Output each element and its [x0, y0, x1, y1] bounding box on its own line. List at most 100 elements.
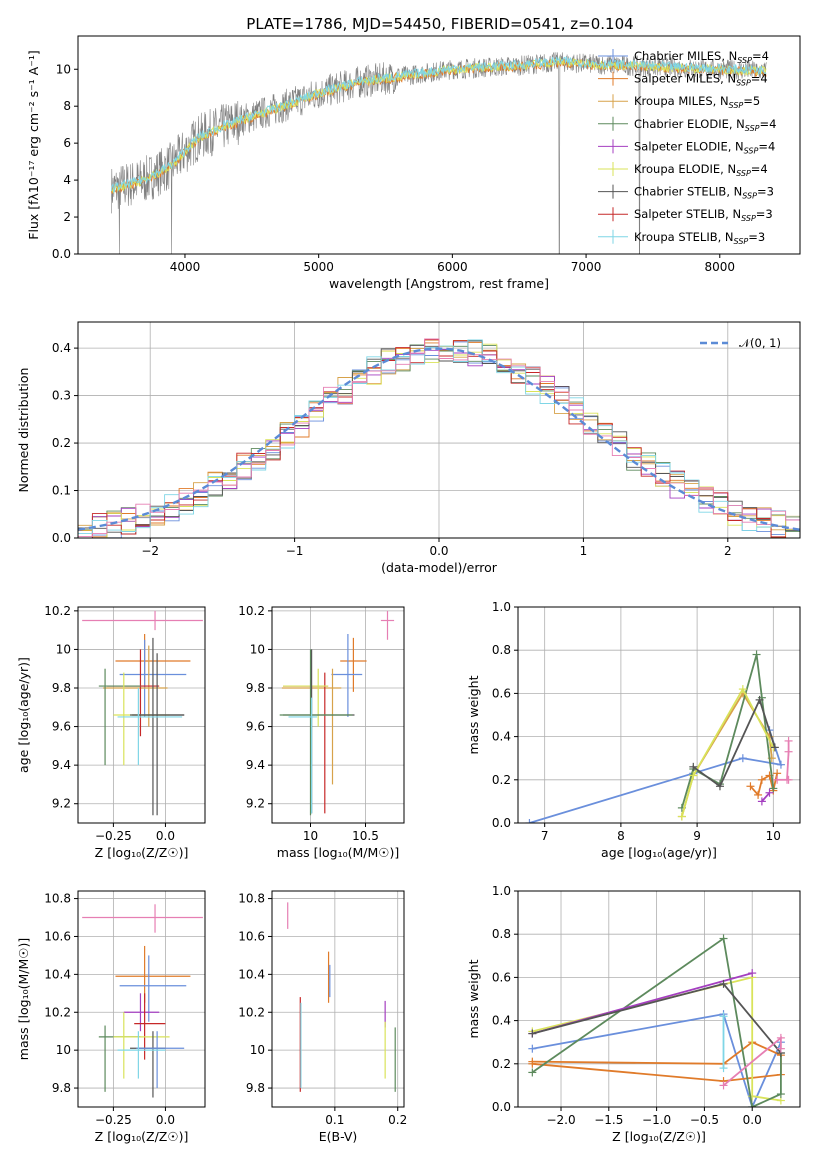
x-tick-label: 0.0	[429, 544, 448, 558]
y-tick-label: 2	[63, 210, 71, 224]
y-axis-label: Normed distribution	[16, 368, 31, 493]
y-tick-label: 9.6	[52, 720, 71, 734]
x-tick-label: 10	[766, 829, 781, 843]
legend-label-main: Salpeter MILES, N	[634, 72, 736, 86]
legend-label-sub: SSP	[745, 124, 760, 133]
x-tick-label: −1	[286, 544, 304, 558]
series-line	[529, 729, 783, 823]
y-tick-label: 0.4	[52, 341, 71, 355]
y-tick-label: 0.2	[492, 1057, 511, 1071]
legend-label-sub: SSP	[736, 79, 751, 88]
x-tick-label: 5000	[303, 260, 334, 274]
y-tick-label: 1.0	[492, 600, 511, 614]
legend-label: Kroupa MILES, NSSP=5	[634, 94, 760, 110]
series-line	[761, 792, 771, 802]
axes-frame	[77, 35, 801, 255]
y-tick-label: 10.4	[238, 967, 265, 981]
panel-residuals: −2 −1 0.0 1 2 0.0 0.1 0.2 0.3 0.4 (data-model)/err…	[16, 321, 801, 575]
series-line	[532, 1013, 782, 1107]
x-tick-label: 10	[303, 829, 318, 843]
y-tick-label: 10	[56, 62, 71, 76]
plot-area	[82, 610, 203, 816]
figure-title: PLATE=1786, MJD=54450, FIBERID=0541, z=0…	[246, 15, 633, 33]
x-axis-label: E(B-V)	[319, 1129, 358, 1144]
legend-label-main: Kroupa STELIB, N	[634, 230, 734, 244]
y-tick-label: 0.4	[492, 1014, 511, 1028]
y-tick-label: 10.4	[44, 967, 71, 981]
legend-label: Salpeter ELODIE, NSSP=4	[634, 139, 775, 155]
y-tick-label: 0.2	[492, 773, 511, 787]
y-tick-label: 0.1	[52, 484, 71, 498]
y-tick-label: 9.4	[246, 758, 265, 772]
x-tick-label: 0.2	[388, 1113, 407, 1127]
y-tick-label: 0.0	[52, 247, 71, 261]
legend-label-suffix: =4	[751, 162, 768, 176]
legend-label-sub: SSP	[737, 56, 752, 65]
legend-label-main: Chabrier ELODIE, N	[634, 117, 745, 131]
y-tick-label: 0.6	[492, 970, 511, 984]
x-tick-label: 4000	[170, 260, 201, 274]
legend-label-suffix: =3	[748, 230, 765, 244]
y-tick-label: 9.8	[246, 681, 265, 695]
x-tick-label: 10.5	[352, 829, 379, 843]
x-axis-label: mass [log₁₀(M/M☉)]	[277, 845, 399, 860]
series-line	[692, 697, 776, 788]
plot-area	[528, 934, 785, 1107]
x-tick-label: −0.25	[95, 829, 132, 843]
x-tick-label: 7	[541, 829, 549, 843]
legend-label-suffix: =3	[757, 185, 774, 199]
y-tick-label: 10	[56, 642, 71, 656]
legend-label-main: Salpeter ELODIE, N	[634, 139, 744, 153]
y-tick-label: 0.0	[52, 531, 71, 545]
y-axis-label: mass weight	[466, 959, 481, 1038]
x-tick-label: 6000	[437, 260, 468, 274]
series-line	[681, 654, 775, 809]
x-axis-label: age [log₁₀(age/yr)]	[601, 845, 717, 860]
y-tick-label: 8	[63, 99, 71, 113]
x-tick-label: 0.0	[156, 1113, 175, 1127]
x-tick-label: −2	[141, 544, 159, 558]
x-tick-label: −1.0	[642, 1113, 671, 1127]
axes-frame	[271, 606, 405, 824]
y-tick-label: 10	[250, 642, 265, 656]
legend-label: Kroupa ELODIE, NSSP=4	[634, 162, 768, 178]
y-tick-label: 6	[63, 136, 71, 150]
panel-mass_vs_ebv: 0.1 0.2 9.8 10 10.2 10.4 10.6 10.8 E(B-V)	[238, 890, 407, 1144]
y-tick-label: 9.8	[246, 1081, 265, 1095]
axes-frame	[77, 890, 206, 1108]
y-axis-label: Flux [fλ10⁻¹⁷ erg cm⁻² s⁻¹ A⁻¹]	[26, 50, 41, 239]
normal-curve-line	[78, 347, 800, 531]
y-tick-label: 10.2	[44, 604, 71, 618]
x-tick-label: −0.5	[690, 1113, 719, 1127]
x-tick-label: −0.25	[95, 1113, 132, 1127]
legend-label-suffix: =4	[760, 117, 777, 131]
y-tick-label: 10.2	[44, 1005, 71, 1019]
panel-weight_vs_Z: −2.0 −1.5 −1.0 −0.5 0.0 0.0 0.2 0.4 0.6 0.8 1.0 Z […	[466, 884, 801, 1144]
plot-area	[82, 904, 203, 1098]
legend-label: Salpeter STELIB, NSSP=3	[634, 207, 773, 223]
y-tick-label: 9.4	[52, 758, 71, 772]
x-axis-label: wavelength [Angstrom, rest frame]	[329, 276, 549, 291]
panel-age_vs_mass: 10 10.5 9.2 9.4 9.6 9.8 10 10.2 mass [log₁₀(M/M☉…	[238, 604, 405, 860]
legend-label-main: Salpeter STELIB, N	[634, 207, 741, 221]
y-tick-label: 9.6	[246, 720, 265, 734]
legend-label-main: Kroupa ELODIE, N	[634, 162, 736, 176]
axes-frame	[77, 321, 801, 539]
legend-label-main: Kroupa MILES, N	[634, 94, 729, 108]
legend-label: Chabrier ELODIE, NSSP=4	[634, 117, 776, 133]
y-tick-label: 10.6	[238, 929, 265, 943]
y-tick-label: 0.2	[52, 436, 71, 450]
plot-area	[110, 51, 767, 254]
x-tick-label: 1	[580, 544, 588, 558]
x-tick-label: 8000	[705, 260, 736, 274]
x-tick-label: −1.5	[594, 1113, 623, 1127]
legend-label-suffix: =4	[758, 139, 775, 153]
series-line	[531, 936, 782, 1107]
legend-label-suffix: =5	[743, 94, 760, 108]
legend-label-suffix: =4	[751, 72, 768, 86]
y-tick-label: 9.2	[52, 797, 71, 811]
x-tick-label: 0.0	[156, 829, 175, 843]
x-tick-label: 8	[617, 829, 625, 843]
legend-label-suffix: =3	[756, 207, 773, 221]
